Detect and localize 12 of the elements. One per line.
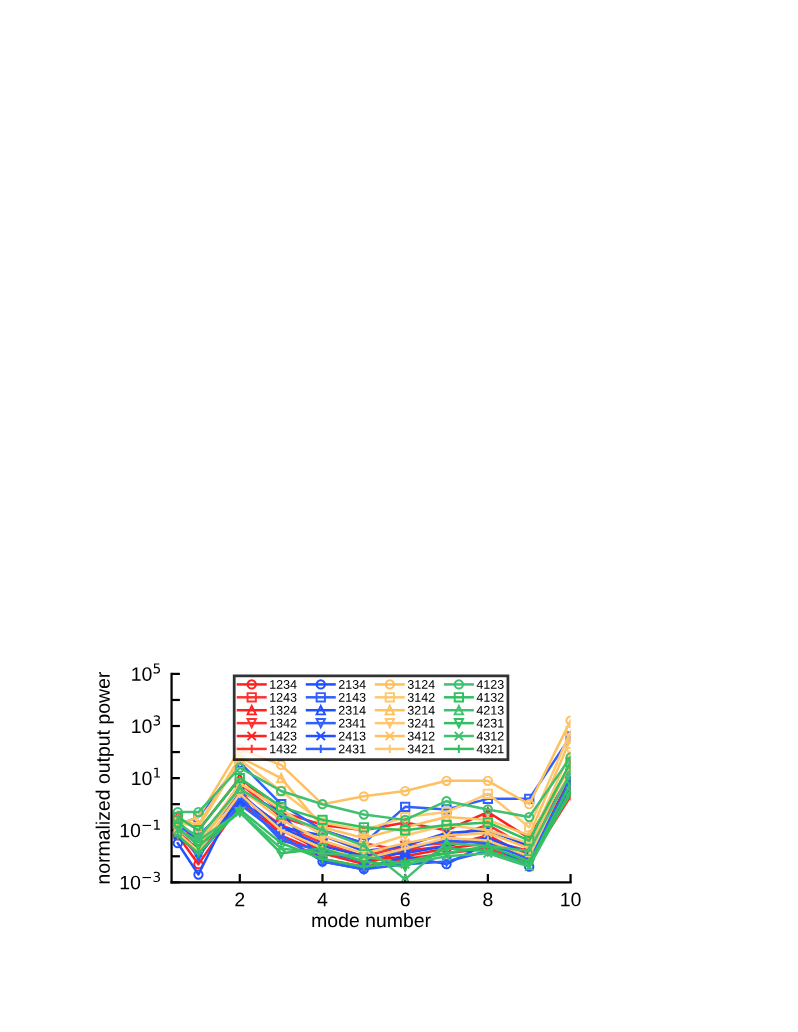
y-tick-label: 10$^{−3}$	[120, 871, 161, 890]
y-tick-label: 10$^{3}$	[132, 715, 161, 734]
x-tick-label: 10	[561, 892, 581, 907]
x-axis-title: mode number	[312, 912, 431, 928]
y-tick-label: 10$^{1}$	[132, 767, 160, 786]
y-tick-label: 10$^{5}$	[132, 663, 161, 681]
x-tick-label: 6	[400, 892, 410, 907]
y-axis-title: normalized output power	[95, 671, 114, 884]
x-tick-label: 2	[235, 892, 245, 907]
x-tick-label: 8	[483, 892, 493, 907]
x-tick-label: 4	[317, 892, 328, 907]
y-tick-label: 10$^{−1}$	[120, 819, 160, 838]
